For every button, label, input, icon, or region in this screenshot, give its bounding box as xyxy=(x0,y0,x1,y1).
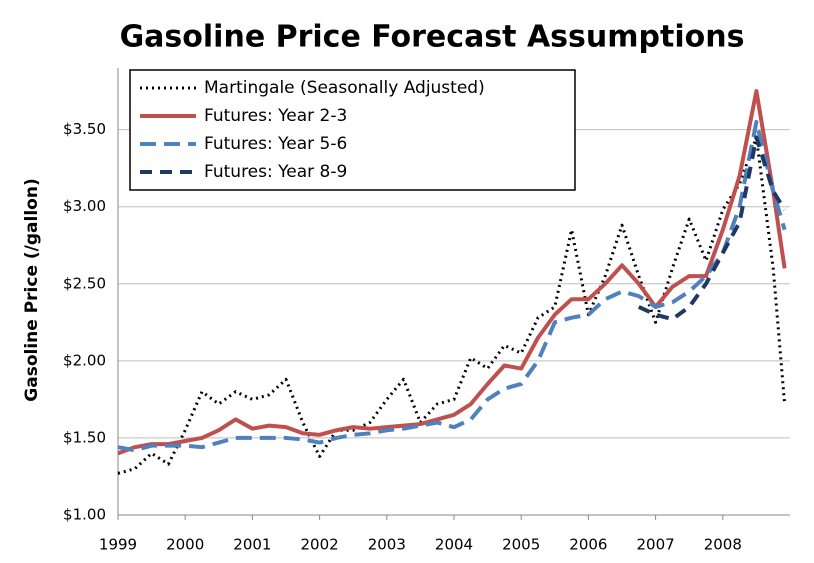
series-line xyxy=(117,135,787,475)
x-tick-label: 2004 xyxy=(435,536,473,554)
x-tick-label: 2006 xyxy=(569,536,607,554)
legend-label: Futures: Year 5-6 xyxy=(204,134,347,154)
y-tick-label: $2.00 xyxy=(63,351,106,369)
x-tick-label: 1999 xyxy=(99,536,137,554)
legend-label: Futures: Year 2-3 xyxy=(204,106,347,126)
y-tick-label: $3.50 xyxy=(63,120,106,138)
y-tick-label: $2.50 xyxy=(63,274,106,292)
x-tick-label: 2000 xyxy=(166,536,204,554)
legend-label: Martingale (Seasonally Adjusted) xyxy=(204,78,485,98)
y-tick-label: $1.00 xyxy=(63,506,106,524)
legend-box xyxy=(129,69,576,191)
x-tick-label: 2002 xyxy=(301,536,339,554)
series-line xyxy=(637,135,787,322)
x-tick-label: 2008 xyxy=(704,536,742,554)
series-line xyxy=(117,89,787,456)
x-tick-label: 2003 xyxy=(368,536,406,554)
series-line xyxy=(117,119,787,453)
legend-label: Futures: Year 8-9 xyxy=(204,162,347,182)
y-tick-label: $1.50 xyxy=(63,428,106,446)
x-tick-label: 2005 xyxy=(502,536,540,554)
chart-title: Gasoline Price Forecast Assumptions xyxy=(120,20,745,55)
x-tick-label: 2001 xyxy=(233,536,271,554)
y-tick-label: $3.00 xyxy=(63,197,106,215)
y-axis-label: Gasoline Price (/gallon) xyxy=(22,178,42,401)
x-tick-label: 2007 xyxy=(637,536,675,554)
